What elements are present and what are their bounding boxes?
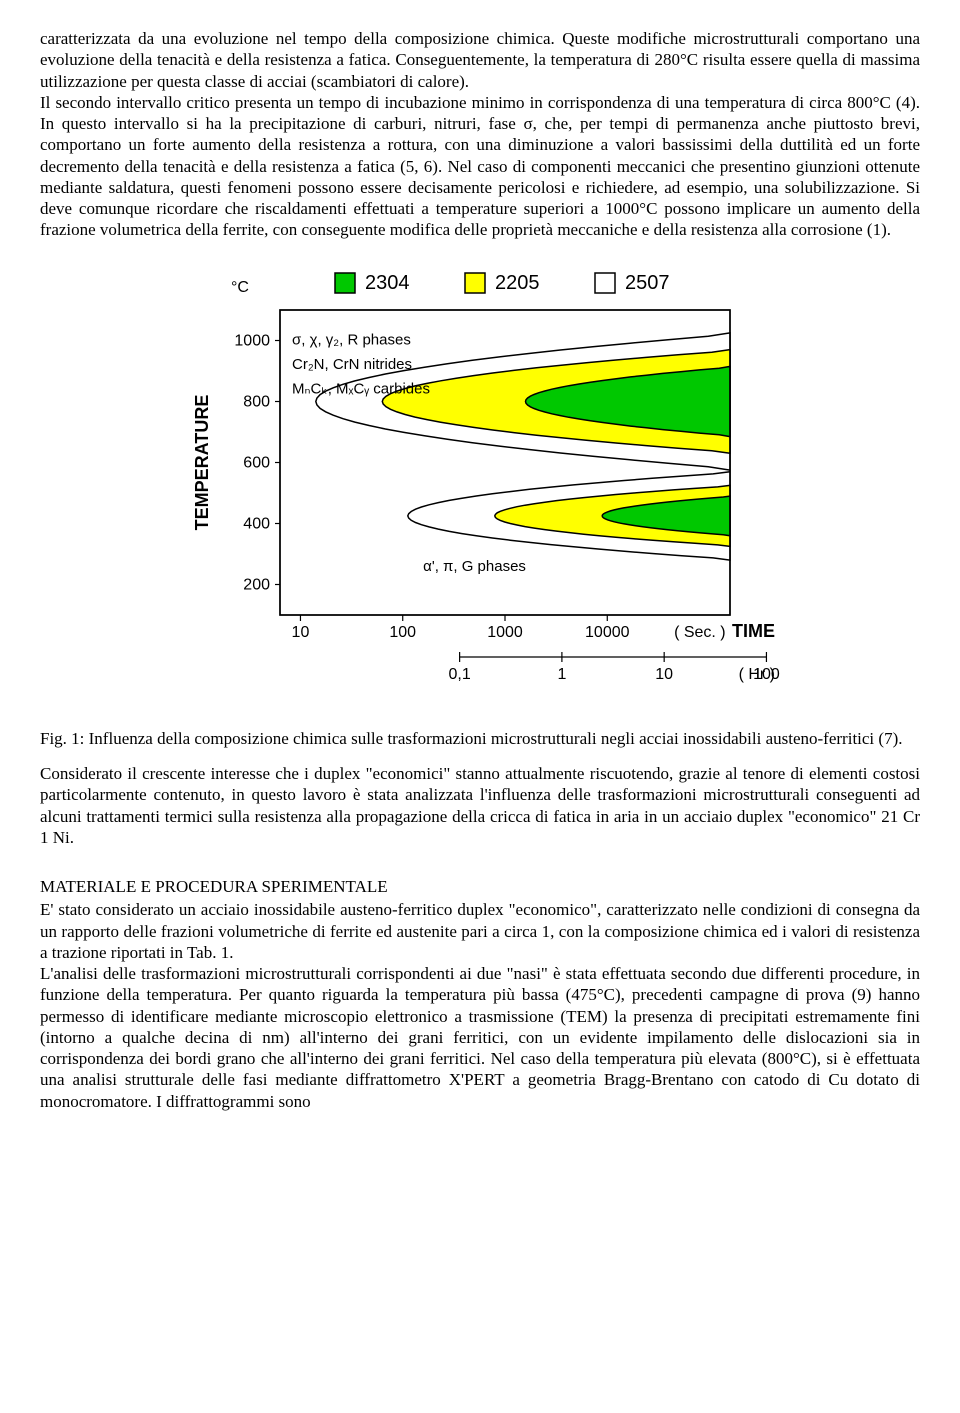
- svg-text:400: 400: [243, 515, 270, 532]
- svg-text:10: 10: [292, 624, 310, 641]
- text: E' stato considerato un acciaio inossida…: [40, 900, 920, 962]
- svg-text:2304: 2304: [365, 272, 410, 294]
- svg-text:600: 600: [243, 454, 270, 471]
- text: Il secondo intervallo critico presenta u…: [40, 93, 920, 240]
- section-heading: MATERIALE E PROCEDURA SPERIMENTALE: [40, 876, 920, 897]
- svg-text:10: 10: [655, 666, 673, 683]
- svg-text:200: 200: [243, 576, 270, 593]
- svg-text:( Sec. ): ( Sec. ): [674, 624, 726, 641]
- svg-text:Cr₂N, CrN nitrides: Cr₂N, CrN nitrides: [292, 355, 412, 372]
- svg-text:2507: 2507: [625, 272, 670, 294]
- svg-text:10000: 10000: [585, 624, 630, 641]
- svg-text:TEMPERATURE: TEMPERATURE: [192, 394, 212, 530]
- svg-text:1000: 1000: [487, 624, 523, 641]
- text: caratterizzata da una evoluzione nel tem…: [40, 29, 920, 91]
- svg-text:α', π, G phases: α', π, G phases: [423, 557, 526, 574]
- svg-text:σ, χ, γ₂, R phases: σ, χ, γ₂, R phases: [292, 331, 411, 348]
- figure-caption: Fig. 1: Influenza della composizione chi…: [40, 728, 920, 749]
- svg-text:0,1: 0,1: [448, 666, 470, 683]
- ttt-chart: 2004006008001000°CTEMPERATURE10100100010…: [170, 255, 790, 715]
- svg-text:800: 800: [243, 393, 270, 410]
- svg-text:1: 1: [557, 666, 566, 683]
- text: L'analisi delle trasformazioni microstru…: [40, 964, 920, 1111]
- svg-text:( Hr ): ( Hr ): [739, 666, 775, 683]
- svg-text:MₙCₖ, MₓCᵧ carbides: MₙCₖ, MₓCᵧ carbides: [292, 380, 430, 397]
- svg-text:2205: 2205: [495, 272, 540, 294]
- svg-text:1000: 1000: [234, 332, 270, 349]
- figure-1: 2004006008001000°CTEMPERATURE10100100010…: [40, 255, 920, 720]
- svg-text:TIME: TIME: [732, 621, 775, 641]
- svg-text:100: 100: [389, 624, 416, 641]
- body-paragraph: E' stato considerato un acciaio inossida…: [40, 899, 920, 1112]
- body-paragraph: Considerato il crescente interesse che i…: [40, 763, 920, 848]
- body-paragraph: caratterizzata da una evoluzione nel tem…: [40, 28, 920, 241]
- svg-text:°C: °C: [231, 279, 249, 296]
